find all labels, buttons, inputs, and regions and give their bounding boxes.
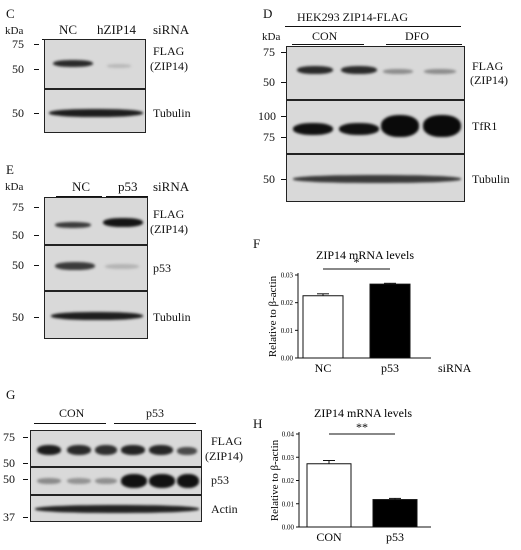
blot-flag-e	[44, 197, 148, 245]
panel-letter-h: H	[253, 416, 263, 431]
panel-letter-f: F	[253, 236, 261, 251]
blot-p53-g	[30, 467, 202, 495]
panel-letter-g: G	[6, 387, 16, 402]
category-label: p53	[386, 530, 404, 544]
marker-50-p53-e: 50	[12, 258, 24, 272]
chart-title: ZIP14 mRNA levels	[314, 406, 412, 420]
bar-nc	[302, 295, 344, 359]
marker-100: 100	[258, 109, 276, 123]
label-tubulin-e: Tubulin	[153, 310, 191, 324]
y-tick-label: 0.04	[282, 431, 295, 439]
group-label-p53-g: p53	[146, 406, 164, 420]
y-tick-label: 0.01	[281, 327, 294, 335]
lane-label-nc-e: NC	[72, 179, 91, 194]
blot-actin-g	[30, 495, 202, 522]
label-flag-d: FLAG	[472, 59, 504, 73]
x-caption: siRNA	[438, 361, 472, 375]
marker-50-p53-g: 50	[3, 472, 15, 486]
bar-p53	[372, 499, 418, 528]
y-tick-label: 0.01	[282, 500, 295, 508]
group-label-dfo: DFO	[405, 29, 430, 43]
blot-tubulin	[44, 89, 146, 133]
marker-75-g: 75	[3, 430, 15, 444]
significance-marker: *	[354, 255, 360, 269]
lane-label-p53-e: p53	[118, 179, 138, 194]
y-tick-label: 0.02	[281, 299, 294, 307]
kda-label-d: kDa	[262, 31, 281, 43]
marker-75: 75	[12, 37, 24, 51]
label-zip14-d: (ZIP14)	[470, 73, 508, 87]
lane-label-nc: NC	[59, 22, 78, 37]
y-tick-label: 0.02	[282, 477, 295, 485]
y-tick-label: 0.00	[281, 355, 294, 363]
marker-37-g: 37	[3, 510, 15, 524]
lane-label-hzip14: hZIP14	[97, 22, 136, 37]
label-p53-e: p53	[153, 261, 171, 275]
marker-50-g: 50	[3, 456, 15, 470]
label-p53-g: p53	[211, 473, 229, 487]
significance-marker: **	[356, 420, 368, 434]
marker-50-e: 50	[12, 228, 24, 242]
blot-tubulin-d	[286, 154, 465, 202]
blot-p53-e	[44, 245, 148, 291]
treatment-label-e: siRNA	[153, 179, 190, 194]
blot-flag	[44, 39, 146, 89]
y-axis-label: Relative to β-actin	[267, 275, 279, 357]
marker-50-tub-d: 50	[263, 172, 275, 186]
label-flag: FLAG	[153, 44, 185, 58]
label-tfr1: TfR1	[472, 119, 498, 133]
group-label-con: CON	[312, 29, 338, 43]
label-tubulin: Tubulin	[153, 106, 191, 120]
category-label: p53	[381, 361, 399, 375]
blot-flag-g	[30, 430, 202, 467]
kda-label-e: kDa	[5, 181, 24, 193]
label-actin-g: Actin	[211, 502, 238, 516]
bar-p53	[369, 283, 411, 359]
marker-50-d: 50	[263, 75, 275, 89]
label-zip14-e: (ZIP14)	[150, 222, 188, 236]
panel-letter-c: C	[6, 6, 15, 21]
marker-75-d: 75	[263, 45, 275, 59]
label-zip14: (ZIP14)	[150, 59, 188, 73]
group-label-con-g: CON	[59, 406, 85, 420]
category-label: CON	[316, 530, 342, 544]
category-label: NC	[315, 361, 332, 375]
blot-tfr1	[286, 100, 465, 154]
marker-50: 50	[12, 62, 24, 76]
y-tick-label: 0.03	[282, 454, 295, 462]
label-flag-e: FLAG	[153, 207, 185, 221]
y-axis-label: Relative to β-actin	[269, 439, 281, 521]
kda-label: kDa	[5, 25, 24, 37]
marker-50-tub-e: 50	[12, 310, 24, 324]
label-zip14-g: (ZIP14)	[205, 449, 243, 463]
bar-con	[306, 463, 352, 528]
panel-letter-e: E	[6, 162, 14, 177]
y-tick-label: 0.03	[281, 272, 294, 280]
panel-letter-d: D	[263, 6, 273, 21]
blot-tubulin-e	[44, 291, 148, 339]
cell-line-label: HEK293 ZIP14-FLAG	[297, 10, 408, 24]
label-tubulin-d: Tubulin	[472, 172, 510, 186]
treatment-label: siRNA	[153, 22, 190, 37]
marker-50-tub: 50	[12, 106, 24, 120]
y-tick-label: 0.00	[282, 524, 295, 532]
marker-75-e: 75	[12, 200, 24, 214]
chart-f: ZIP14 mRNA levels 0.00 0.01 0.02 0.03Relativ…	[267, 248, 472, 375]
chart-title: ZIP14 mRNA levels	[316, 248, 414, 262]
chart-h: ZIP14 mRNA levels 0.00 0.01 0.02 0.03 0.04Rel…	[269, 406, 431, 544]
marker-75-tfr: 75	[263, 130, 275, 144]
label-flag-g: FLAG	[211, 434, 243, 448]
blot-flag-d	[286, 46, 465, 100]
